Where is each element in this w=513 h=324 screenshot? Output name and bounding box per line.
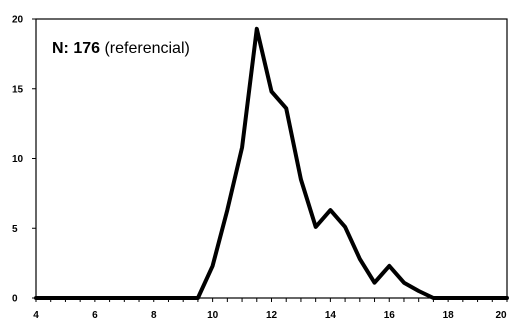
x-tick-labels: 4 6 8 10 12 14 16 18 20	[33, 310, 507, 321]
y-tick-label: 15	[12, 84, 24, 95]
plot-frame	[35, 18, 508, 299]
y-tick-label: 5	[12, 224, 18, 235]
y-tick-labels: 0 5 10 15 20	[12, 15, 24, 305]
x-tick-label: 20	[495, 310, 507, 321]
sample-size-annotation: N: 176 (referencial)	[52, 40, 190, 57]
y-tick-label: 20	[12, 15, 24, 26]
x-tick-label: 12	[266, 310, 278, 321]
x-tick-label: 16	[384, 310, 396, 321]
y-tick-label: 10	[12, 154, 24, 165]
x-tick-label: 8	[151, 310, 157, 321]
x-tick-label: 18	[443, 310, 455, 321]
x-tick-label: 4	[33, 310, 39, 321]
series-line	[34, 26, 509, 300]
axis-ticks	[32, 18, 508, 302]
x-tick-label: 6	[92, 310, 98, 321]
annotation-normal: (referencial)	[100, 40, 190, 57]
annotation-bold: N: 176	[52, 40, 100, 57]
y-tick-label: 0	[12, 294, 18, 305]
x-tick-label: 10	[207, 310, 219, 321]
x-tick-label: 14	[325, 310, 337, 321]
